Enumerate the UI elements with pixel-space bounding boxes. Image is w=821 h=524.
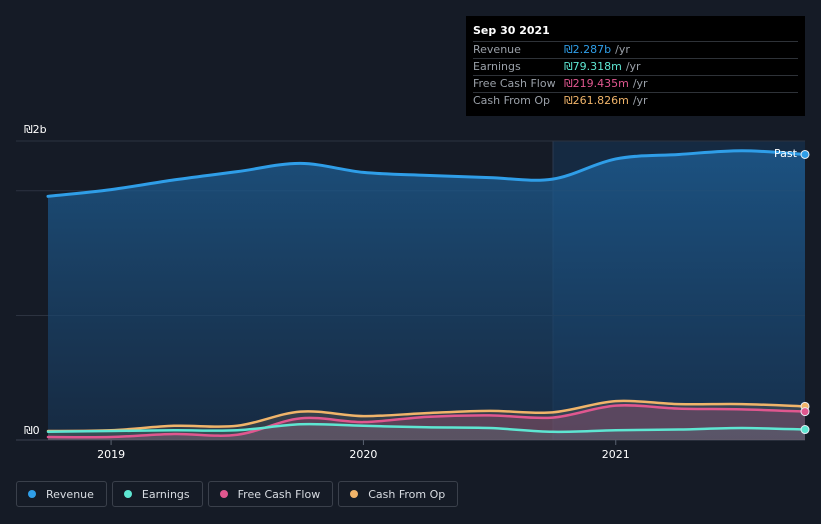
end-marker-free-cash-flow bbox=[800, 407, 810, 417]
legend-label: Cash From Op bbox=[368, 487, 446, 501]
tooltip-row-cash-from-op: Cash From Op ₪261.826m /yr bbox=[473, 93, 798, 109]
legend-label: Earnings bbox=[141, 487, 190, 501]
legend-item-revenue[interactable]: Revenue bbox=[16, 481, 107, 507]
tooltip-label: Revenue bbox=[473, 43, 521, 56]
area-earnings bbox=[48, 424, 805, 440]
legend-dot-icon bbox=[350, 490, 359, 498]
tooltip-value: ₪261.826m bbox=[564, 94, 629, 107]
line-earnings bbox=[46, 422, 807, 434]
legend-label: Free Cash Flow bbox=[237, 487, 321, 501]
tooltip-row-free-cash-flow: Free Cash Flow ₪219.435m /yr bbox=[473, 76, 798, 93]
tooltip-value: ₪2.287b bbox=[564, 43, 612, 56]
end-marker-earnings bbox=[800, 425, 810, 435]
line-revenue bbox=[46, 149, 807, 198]
legend-dot-icon bbox=[28, 490, 36, 498]
y-tick-label-zero: ₪0 bbox=[24, 424, 40, 437]
legend-label: Revenue bbox=[46, 487, 94, 501]
tooltip-unit: /yr bbox=[615, 43, 630, 56]
tooltip-value: ₪79.318m bbox=[564, 60, 622, 73]
tooltip: Sep 30 2021 Revenue ₪2.287b /yr Earnings… bbox=[466, 16, 805, 116]
tooltip-date: Sep 30 2021 bbox=[473, 24, 798, 42]
chart-area: ₪2b ₪0 Past 2019 2020 2021 bbox=[16, 123, 810, 461]
line-cash-from-op bbox=[46, 399, 807, 433]
tooltip-label: Free Cash Flow bbox=[473, 77, 556, 90]
x-tick-label: 2019 bbox=[97, 448, 125, 461]
tooltip-label: Earnings bbox=[473, 60, 521, 73]
tooltip-label: Cash From Op bbox=[473, 94, 551, 107]
legend: Revenue Earnings Free Cash Flow Cash Fro… bbox=[16, 481, 463, 507]
area-revenue bbox=[48, 150, 805, 440]
series-lines bbox=[46, 149, 807, 439]
x-axis-ticks: 2019 2020 2021 bbox=[97, 440, 630, 461]
legend-item-free-cash-flow[interactable]: Free Cash Flow bbox=[207, 481, 334, 507]
end-marker-revenue bbox=[800, 149, 810, 159]
x-tick-label: 2021 bbox=[602, 448, 630, 461]
past-label: Past bbox=[774, 147, 798, 160]
line-free-cash-flow bbox=[46, 404, 807, 439]
tooltip-unit: /yr bbox=[625, 60, 641, 73]
legend-dot-icon bbox=[219, 490, 228, 498]
tooltip-row-earnings: Earnings ₪79.318m /yr bbox=[473, 59, 798, 76]
legend-dot-icon bbox=[123, 490, 132, 498]
series-areas bbox=[48, 150, 805, 440]
x-tick-label: 2020 bbox=[349, 448, 377, 461]
series-end-markers bbox=[800, 149, 810, 435]
legend-item-earnings[interactable]: Earnings bbox=[111, 481, 203, 507]
tooltip-row-revenue: Revenue ₪2.287b /yr bbox=[473, 42, 798, 59]
tooltip-unit: /yr bbox=[632, 77, 648, 90]
y-tick-label-top: ₪2b bbox=[24, 123, 47, 136]
legend-item-cash-from-op[interactable]: Cash From Op bbox=[338, 481, 459, 507]
tooltip-value: ₪219.435m bbox=[564, 77, 629, 90]
tooltip-unit: /yr bbox=[632, 94, 648, 107]
